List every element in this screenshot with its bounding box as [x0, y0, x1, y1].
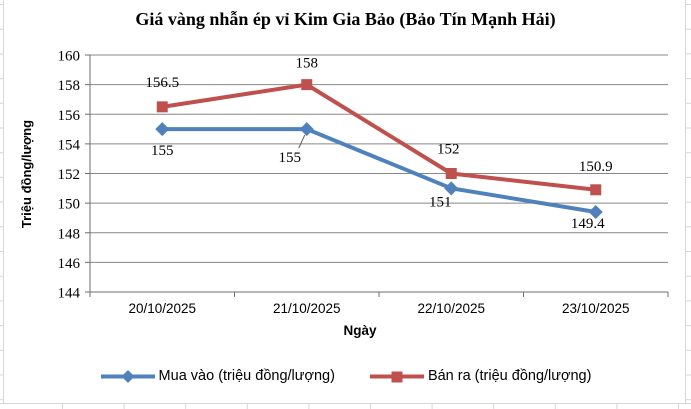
x-category-label: 21/10/2025	[273, 301, 341, 316]
data-label: 155	[151, 143, 174, 159]
legend: Mua vào (triệu đồng/lượng) Bán ra (triệu…	[0, 368, 691, 384]
data-label: 152	[437, 142, 460, 158]
y-tick-label: 144	[58, 286, 81, 302]
y-tick-label: 154	[58, 137, 81, 153]
data-point-marker	[299, 122, 314, 137]
y-tick-label: 156	[58, 108, 81, 124]
x-axis-title: Ngày	[343, 323, 377, 338]
x-category-label: 22/10/2025	[417, 301, 485, 316]
y-tick-label: 150	[58, 197, 81, 213]
y-tick-label: 160	[58, 49, 81, 65]
chart-title: Giá vàng nhẫn ép vỉ Kim Gia Bảo (Bảo Tín…	[135, 9, 556, 29]
y-tick-label: 146	[58, 256, 81, 272]
legend-label-ban-ra: Bán ra (triệu đồng/lượng)	[427, 368, 592, 384]
legend-item-ban-ra: Bán ra (triệu đồng/lượng)	[369, 368, 592, 384]
data-label: 150.9	[579, 159, 613, 175]
y-tick-label: 158	[58, 78, 81, 94]
y-tick-label: 148	[58, 226, 81, 242]
y-axis-title: Triệu đồng/lượng	[19, 119, 34, 229]
series-line-0	[160, 127, 598, 215]
data-point-marker	[155, 122, 170, 137]
data-point-marker	[445, 168, 457, 179]
data-label: 155	[279, 150, 302, 166]
data-label: 151	[429, 194, 452, 210]
data-point-marker	[588, 205, 603, 220]
data-point-marker	[156, 101, 168, 113]
y-tick-label: 152	[58, 167, 81, 183]
data-label-leader-line	[298, 134, 306, 149]
legend-item-mua-vao: Mua vào (triệu đồng/lượng)	[100, 368, 335, 384]
x-category-label: 23/10/2025	[562, 301, 630, 316]
data-point-marker	[301, 79, 313, 91]
legend-label-mua-vao: Mua vào (triệu đồng/lượng)	[158, 368, 335, 384]
series-line-1	[160, 82, 598, 192]
x-category-label: 20/10/2025	[128, 301, 196, 316]
data-label: 158	[296, 56, 319, 72]
data-label: 156.5	[145, 75, 179, 91]
data-point-marker	[590, 184, 602, 196]
data-label: 149.4	[571, 216, 605, 232]
data-point-marker	[444, 181, 459, 196]
blue-line-diamond-icon	[100, 369, 155, 383]
red-line-square-icon	[369, 371, 424, 382]
